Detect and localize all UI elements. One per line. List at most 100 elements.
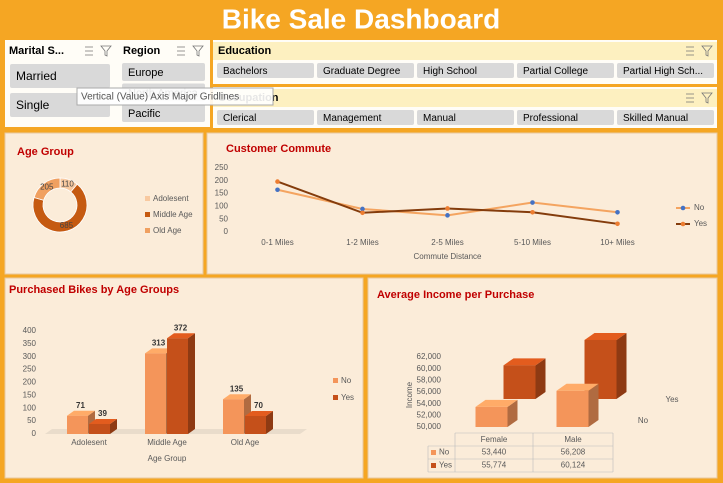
- y-tick-label: 100: [23, 403, 37, 412]
- slicer-item-label[interactable]: Married: [16, 69, 57, 83]
- y-tick-label: 300: [23, 352, 37, 361]
- y-tick-label: 150: [215, 189, 229, 198]
- bar-side: [110, 418, 117, 434]
- slicer-item-label[interactable]: Partial High Sch...: [623, 66, 703, 77]
- chart-title: Average Income per Purchase: [377, 289, 534, 301]
- slicer-item[interactable]: Bachelors: [217, 63, 314, 78]
- legend-label: Yes: [694, 219, 707, 228]
- slicer-button[interactable]: [217, 110, 314, 125]
- y-tick-label: 250: [23, 365, 37, 374]
- y-tick-label: 200: [215, 176, 229, 185]
- slicer-button[interactable]: [617, 63, 714, 78]
- bar-side: [588, 383, 599, 427]
- y-tick-label: 54,000: [417, 399, 442, 408]
- slicer-item[interactable]: Skilled Manual: [617, 110, 714, 125]
- legend-swatch: [145, 228, 150, 233]
- slicer-button[interactable]: [122, 104, 205, 122]
- legend-label: Middle Age: [153, 210, 193, 219]
- tooltip-box: [76, 87, 274, 106]
- slicer-button[interactable]: [417, 110, 514, 125]
- bar-front: [223, 399, 244, 434]
- slicer-item-label[interactable]: Graduate Degree: [323, 66, 401, 77]
- bar-top: [223, 394, 251, 400]
- line-marker: [615, 209, 620, 215]
- bar-front: [475, 406, 508, 427]
- x-tick-label: 1-2 Miles: [346, 238, 378, 247]
- bar-top: [245, 410, 273, 416]
- bar-front: [145, 353, 166, 434]
- slicer-button[interactable]: [317, 63, 414, 78]
- bar-top: [67, 410, 95, 416]
- slicer-item-label[interactable]: Manual: [423, 113, 456, 124]
- slicer-item-label[interactable]: Single: [16, 98, 50, 112]
- slicer-item-label[interactable]: Europe: [128, 67, 163, 79]
- slicer-item[interactable]: Partial High Sch...: [617, 63, 714, 78]
- bar-top: [475, 399, 518, 407]
- x-axis-title: Commute Distance: [413, 252, 482, 261]
- depth-label: Yes: [665, 395, 678, 404]
- line-marker: [530, 200, 535, 205]
- x-tick-label: 0-1 Miles: [261, 238, 293, 247]
- slicer-item[interactable]: High School: [417, 63, 514, 78]
- slicer-button[interactable]: [10, 64, 110, 88]
- slicer-item-label[interactable]: Clerical: [223, 113, 256, 124]
- slicer-item[interactable]: Manual: [417, 110, 514, 125]
- data-label: 205: [40, 183, 54, 192]
- slicer-item-label[interactable]: Bachelors: [223, 66, 267, 77]
- slicer-button[interactable]: [217, 63, 314, 78]
- bar: [503, 358, 546, 399]
- slicer-item[interactable]: Professional: [517, 110, 614, 125]
- slicer-item-label[interactable]: High School: [423, 66, 477, 77]
- slicer-item-label[interactable]: Management: [323, 113, 382, 124]
- y-tick-label: 0: [224, 227, 229, 236]
- slicer-header: [213, 89, 717, 107]
- slicer-button[interactable]: [517, 63, 614, 78]
- bar: [475, 399, 518, 427]
- data-label: 71: [76, 401, 85, 410]
- y-tick-label: 0: [32, 429, 37, 438]
- slicer-button[interactable]: [317, 110, 414, 125]
- legend-swatch: [333, 378, 338, 383]
- slicer-item[interactable]: Partial College: [517, 63, 614, 78]
- slicer-item[interactable]: Married: [10, 64, 110, 88]
- slicer-item-label[interactable]: Skilled Manual: [623, 113, 688, 124]
- y-tick-label: 58,000: [417, 375, 442, 384]
- slicer-item[interactable]: Management: [317, 110, 414, 125]
- bar-side: [507, 399, 518, 427]
- multiselect-icon: [177, 46, 185, 56]
- y-tick-label: 350: [23, 339, 37, 348]
- legend-label: Adolesent: [153, 194, 189, 203]
- filter-icon: [701, 45, 713, 57]
- bar-front: [556, 390, 589, 427]
- bar-front: [503, 365, 536, 399]
- depth-label: No: [638, 416, 649, 425]
- bar-top: [556, 383, 599, 391]
- slicer-item-label[interactable]: Partial College: [523, 66, 588, 77]
- slicer-title: Marital S...: [9, 45, 64, 57]
- bar-front: [89, 423, 110, 434]
- line-marker: [360, 210, 365, 216]
- line-marker: [530, 209, 535, 215]
- slicer-button[interactable]: [122, 63, 205, 81]
- line-marker: [445, 213, 450, 218]
- slicer-item-label[interactable]: Pacific: [128, 108, 161, 120]
- chart-title: Age Group: [17, 146, 74, 158]
- slicer-button[interactable]: [617, 110, 714, 125]
- slicer-button[interactable]: [517, 110, 614, 125]
- slicer-item[interactable]: Europe: [122, 63, 205, 81]
- y-tick-label: 250: [215, 163, 229, 172]
- data-label: 70: [254, 401, 263, 410]
- data-label: 39: [98, 409, 107, 418]
- slicer-item[interactable]: Pacific: [122, 104, 205, 122]
- table-header: Female: [481, 435, 508, 444]
- slicer-item[interactable]: Graduate Degree: [317, 63, 414, 78]
- slicer-button[interactable]: [417, 63, 514, 78]
- table-cell: 56,208: [561, 448, 586, 457]
- slicer-header: [213, 42, 717, 60]
- dashboard-title: Bike Sale Dashboard: [222, 3, 501, 34]
- y-tick-label: 400: [23, 326, 37, 335]
- slicer-item[interactable]: Clerical: [217, 110, 314, 125]
- slicer-item-label[interactable]: Professional: [523, 113, 578, 124]
- filter-icon: [192, 45, 204, 57]
